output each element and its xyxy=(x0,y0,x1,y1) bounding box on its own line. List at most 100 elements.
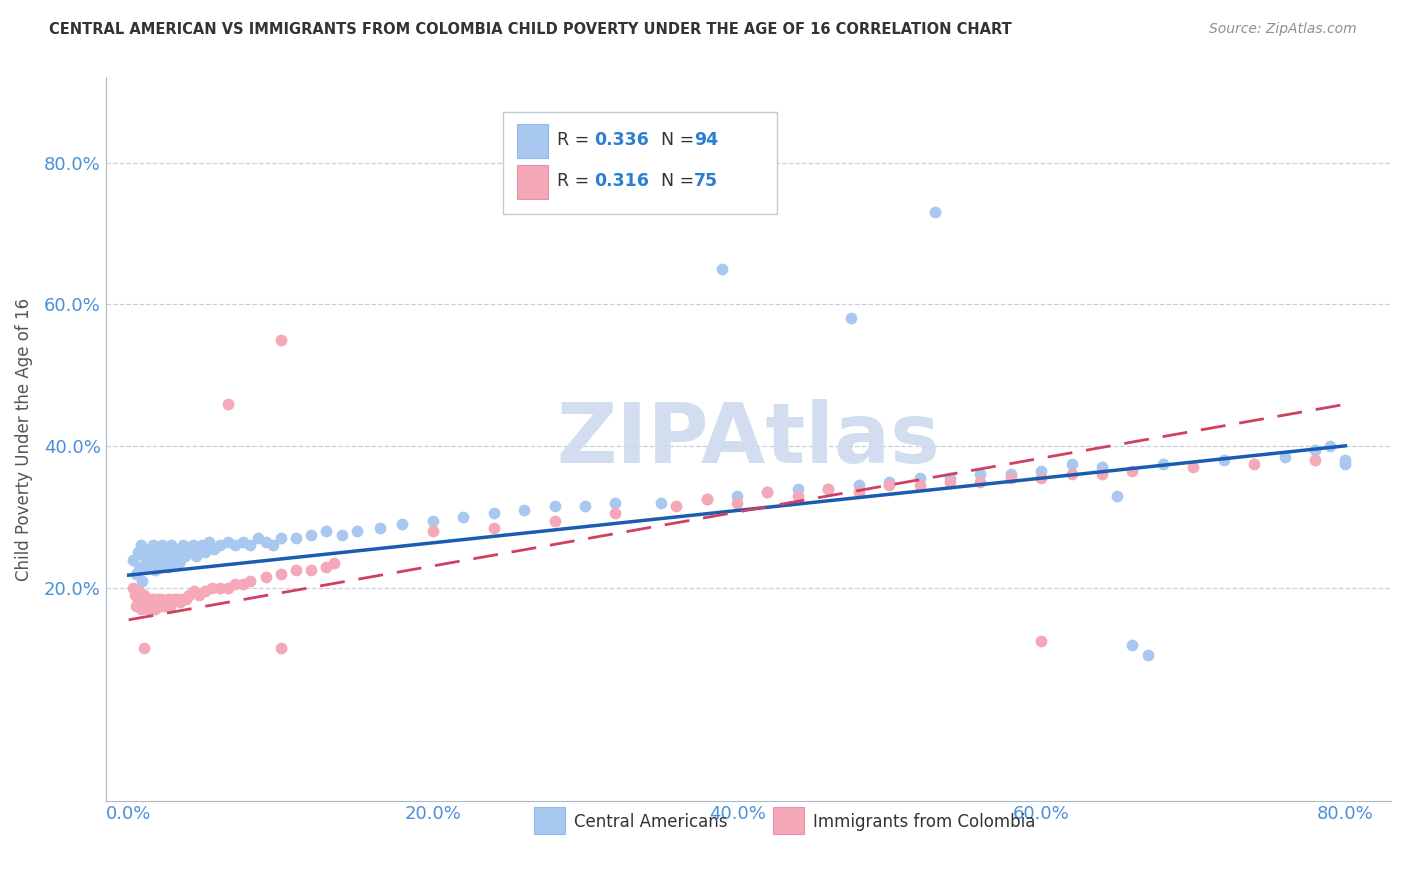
Text: 0.336: 0.336 xyxy=(595,131,648,149)
Point xyxy=(1060,457,1083,471)
Point xyxy=(194,584,217,599)
Point xyxy=(839,311,862,326)
Point xyxy=(141,552,163,566)
Point xyxy=(1031,634,1053,648)
Point xyxy=(128,559,150,574)
Point xyxy=(145,549,167,563)
Point xyxy=(146,591,169,606)
Point xyxy=(254,534,277,549)
Point xyxy=(848,485,870,500)
Text: N =: N = xyxy=(650,131,700,149)
Point xyxy=(131,574,153,588)
Point xyxy=(422,524,444,539)
Point xyxy=(202,541,225,556)
Point xyxy=(482,521,505,535)
Point xyxy=(939,471,962,485)
Point xyxy=(1060,467,1083,482)
Point xyxy=(270,333,292,347)
Point xyxy=(284,563,307,577)
Point xyxy=(156,541,179,556)
Point xyxy=(1091,467,1114,482)
Point xyxy=(183,584,205,599)
Point xyxy=(163,591,186,606)
Point xyxy=(224,538,246,552)
Point xyxy=(129,602,152,616)
Point xyxy=(451,510,474,524)
Point xyxy=(1121,464,1143,478)
Point xyxy=(139,595,162,609)
Point xyxy=(166,591,188,606)
Point xyxy=(159,599,181,613)
Point xyxy=(131,595,153,609)
Point xyxy=(163,545,186,559)
Point xyxy=(142,591,165,606)
Point xyxy=(1319,439,1341,453)
Point xyxy=(179,545,201,559)
Point xyxy=(391,517,413,532)
Point xyxy=(160,538,183,552)
Point xyxy=(122,581,145,595)
Point xyxy=(190,538,212,552)
Point xyxy=(172,538,194,552)
Text: 0.316: 0.316 xyxy=(595,172,650,190)
Point xyxy=(142,538,165,552)
Point xyxy=(145,595,167,609)
Point xyxy=(148,599,170,613)
Text: ZIPAtlas: ZIPAtlas xyxy=(557,399,941,480)
Text: R =: R = xyxy=(558,131,595,149)
Point xyxy=(138,556,160,570)
Point xyxy=(129,538,152,552)
Point xyxy=(908,478,931,492)
Point xyxy=(696,492,718,507)
Point xyxy=(224,577,246,591)
Point xyxy=(176,591,198,606)
Point xyxy=(1334,453,1357,467)
Point xyxy=(368,521,391,535)
Point xyxy=(270,566,292,581)
Point xyxy=(132,549,155,563)
Point xyxy=(908,471,931,485)
Point xyxy=(262,538,284,552)
Point xyxy=(574,500,596,514)
Point xyxy=(1243,457,1265,471)
Text: R =: R = xyxy=(558,172,595,190)
Point xyxy=(134,541,156,556)
Point xyxy=(176,541,198,556)
Point xyxy=(187,541,209,556)
Point xyxy=(132,588,155,602)
Point xyxy=(174,549,197,563)
Point xyxy=(159,552,181,566)
Point xyxy=(150,599,173,613)
Point xyxy=(181,538,204,552)
Point xyxy=(122,552,145,566)
Point xyxy=(139,545,162,559)
Point xyxy=(132,641,155,656)
Point xyxy=(194,545,217,559)
Point xyxy=(217,534,239,549)
Point xyxy=(284,531,307,545)
Point xyxy=(1136,648,1159,663)
Point xyxy=(187,588,209,602)
Point xyxy=(299,563,322,577)
Point xyxy=(149,591,172,606)
Point xyxy=(128,584,150,599)
Point xyxy=(605,496,627,510)
Point xyxy=(149,552,172,566)
Point xyxy=(315,524,337,539)
Point xyxy=(270,531,292,545)
Text: Immigrants from Colombia: Immigrants from Colombia xyxy=(813,814,1035,831)
Point xyxy=(143,602,166,616)
Point xyxy=(127,591,149,606)
Point xyxy=(135,559,157,574)
Point xyxy=(939,475,962,489)
Point xyxy=(924,205,946,219)
Point xyxy=(513,503,536,517)
Point xyxy=(786,482,808,496)
Point xyxy=(1212,453,1234,467)
Point xyxy=(148,545,170,559)
Point xyxy=(232,534,254,549)
Point xyxy=(1182,460,1205,475)
Point xyxy=(138,602,160,616)
Point xyxy=(153,599,176,613)
Point xyxy=(543,514,565,528)
